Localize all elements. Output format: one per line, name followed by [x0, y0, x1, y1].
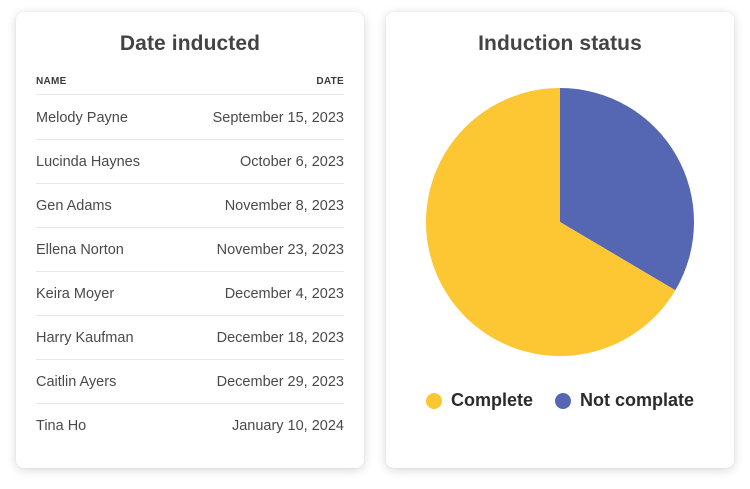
legend-label-not-complete: Not complate — [580, 390, 695, 410]
legend-item-complete: Complete — [425, 390, 533, 411]
legend-item-not-complete: Not complate — [555, 390, 694, 411]
chart-legend: Complete Not complate — [386, 390, 734, 411]
date-inducted-card: Date inducted NAME DATE Melody Payne Sep… — [16, 12, 364, 468]
row-date: November 23, 2023 — [216, 241, 344, 258]
table-row: Gen Adams November 8, 2023 — [36, 184, 344, 228]
table-row: Lucinda Haynes October 6, 2023 — [36, 140, 344, 184]
pie-slice-complete — [425, 88, 676, 356]
induction-status-card: Induction status Complete Not complate — [386, 12, 734, 468]
name-column-header: NAME — [36, 76, 67, 87]
row-date: October 6, 2023 — [240, 153, 344, 170]
legend-swatch-not-complete — [555, 392, 571, 409]
inductee-table: Melody Payne September 15, 2023 Lucinda … — [36, 96, 344, 448]
row-date: January 10, 2024 — [231, 418, 344, 434]
table-row: Melody Payne September 15, 2023 — [36, 96, 344, 140]
table-header: NAME DATE — [36, 76, 344, 95]
table-row: Tina Ho January 10, 2024 — [36, 404, 344, 448]
row-name: Tina Ho — [36, 418, 87, 434]
row-date: November 8, 2023 — [224, 197, 344, 214]
induction-status-pie-chart — [425, 88, 694, 356]
row-name: Lucinda Haynes — [36, 153, 140, 170]
row-name: Gen Adams — [36, 197, 112, 214]
row-date: December 29, 2023 — [216, 373, 344, 390]
row-name: Keira Moyer — [36, 285, 115, 302]
row-name: Melody Payne — [36, 109, 128, 126]
row-date: December 4, 2023 — [224, 285, 344, 302]
table-row: Harry Kaufman December 18, 2023 — [36, 316, 344, 360]
row-date: September 15, 2023 — [212, 109, 344, 126]
legend-swatch-complete — [425, 392, 442, 409]
table-row: Ellena Norton November 23, 2023 — [36, 228, 344, 272]
date-column-header: DATE — [316, 76, 344, 87]
table-row: Caitlin Ayers December 29, 2023 — [36, 360, 344, 404]
row-date: December 18, 2023 — [216, 329, 344, 346]
row-name: Caitlin Ayers — [36, 373, 117, 390]
induction-status-title: Induction status — [478, 32, 642, 55]
row-name: Harry Kaufman — [36, 329, 134, 346]
legend-label-complete: Complete — [450, 390, 533, 410]
row-name: Ellena Norton — [36, 241, 124, 258]
pie-slice-not-complete — [560, 88, 694, 291]
table-row: Keira Moyer December 4, 2023 — [36, 272, 344, 316]
date-inducted-title: Date inducted — [119, 32, 261, 55]
